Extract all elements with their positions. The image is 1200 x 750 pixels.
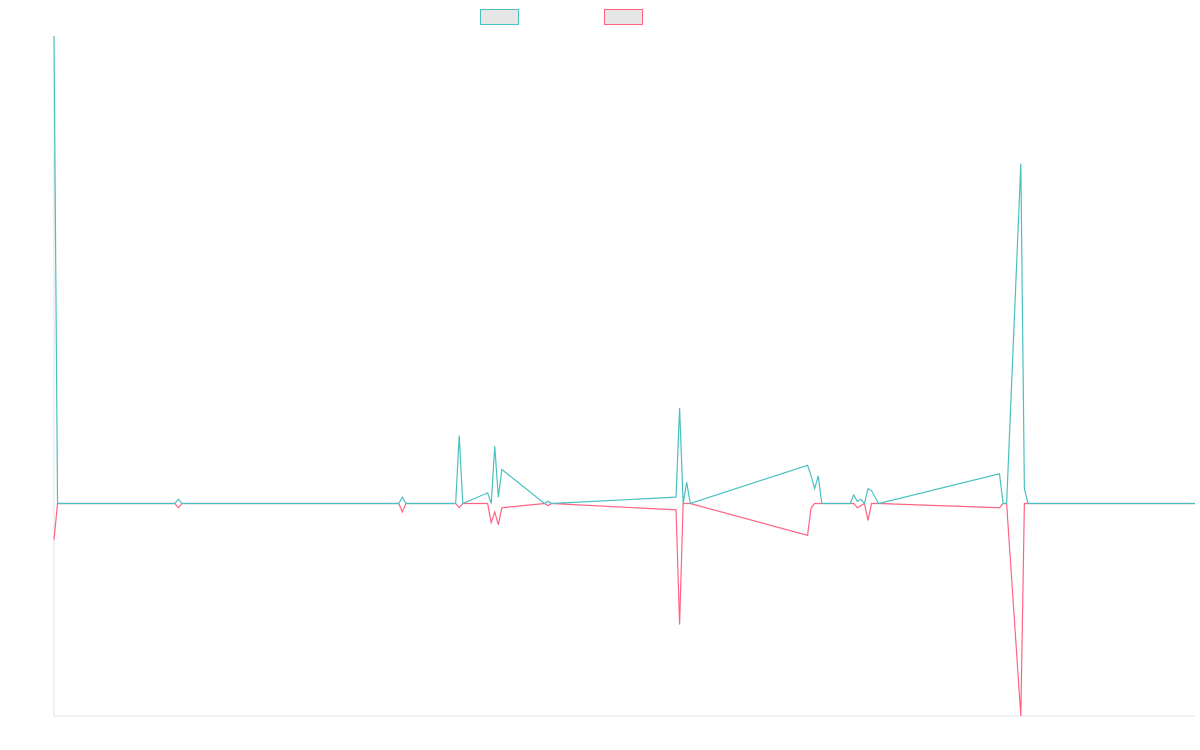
legend-swatch-series-a — [480, 9, 519, 25]
series-a-line — [53, 35, 1195, 505]
series-b-line — [53, 502, 1195, 717]
legend-swatch-series-b — [604, 9, 643, 25]
legend-item-series-a[interactable] — [480, 9, 525, 25]
legend — [0, 9, 1200, 27]
legend-item-series-b[interactable] — [604, 9, 649, 25]
